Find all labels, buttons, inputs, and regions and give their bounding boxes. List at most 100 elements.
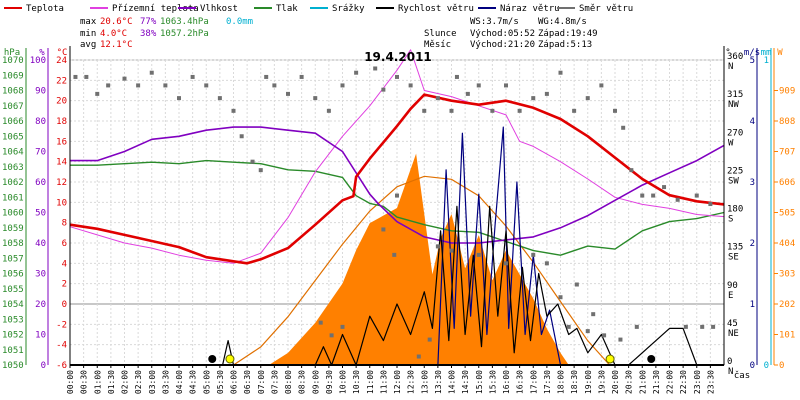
- x-tick-label: 04:00: [175, 370, 184, 394]
- hpa-tick-label: 1063: [2, 163, 24, 173]
- x-tick-label: 06:30: [243, 370, 252, 394]
- stat-avg-temp: 12.1°C: [100, 40, 133, 50]
- w-tick-label: 303: [779, 270, 795, 280]
- direction-cardinal-label: W: [728, 138, 734, 148]
- x-tick-label: 14:30: [461, 370, 470, 394]
- legend-label: Teplota: [26, 4, 64, 14]
- direction-axis-label: °: [725, 48, 730, 58]
- wind-direction-point: [531, 252, 536, 257]
- humidity-tick-label: 10: [35, 331, 46, 341]
- theoretical-radiation-line: [233, 175, 611, 366]
- temp-tick-label: 0: [62, 300, 67, 310]
- hpa-tick-label: 1062: [2, 178, 24, 188]
- hpa-axis-label: hPa: [4, 48, 20, 58]
- ms-tick-label: 4: [750, 117, 755, 127]
- wind-direction-point: [490, 108, 495, 113]
- moon-label: Měsíc: [424, 40, 451, 50]
- stat-min-label: min: [80, 29, 96, 39]
- temp-tick-label: 4: [62, 259, 67, 269]
- wind-direction-point: [629, 168, 634, 173]
- temp-tick-label: 10: [56, 198, 67, 208]
- wind-direction-point: [700, 324, 705, 329]
- x-tick-label: 15:00: [475, 370, 484, 394]
- wind-direction-point: [163, 83, 168, 88]
- hpa-tick-label: 1059: [2, 224, 24, 234]
- x-tick-label: 16:00: [502, 370, 511, 394]
- x-axis-label: čas: [734, 370, 750, 381]
- humidity-line: [70, 126, 725, 244]
- wind-direction-point: [544, 261, 549, 266]
- x-tick-label: 03:30: [161, 370, 170, 394]
- w-tick-label: 202: [779, 300, 795, 310]
- solar-radiation-layer: [233, 153, 611, 366]
- x-tick-label: 04:30: [189, 370, 198, 394]
- mm-axis-label: mm: [761, 48, 772, 58]
- legend-label: Srážky: [332, 4, 365, 14]
- x-tick-label: 00:00: [66, 370, 75, 394]
- temp-tick-label: 18: [56, 117, 67, 127]
- wind-direction-point: [435, 244, 440, 249]
- x-tick-label: 16:30: [516, 370, 525, 394]
- mm-tick-label: 1: [764, 56, 769, 66]
- direction-cardinal-label: N: [728, 367, 733, 377]
- wind-direction-point: [558, 295, 563, 300]
- axes: hPa% °C ° m/s mm W105010511052105310541055105…: [2, 46, 795, 394]
- x-tick-label: 07:30: [270, 370, 279, 394]
- sun-rise: Východ:05:52: [470, 29, 535, 39]
- wind-direction-point: [326, 108, 331, 113]
- temp-tick-label: 12: [56, 178, 67, 188]
- w-tick-label: 0: [779, 361, 784, 371]
- direction-tick-label: 180: [727, 205, 743, 215]
- wind-direction-point: [585, 329, 590, 334]
- direction-tick-label: 135: [727, 243, 743, 253]
- temperature-line: [69, 93, 725, 265]
- wind-direction-point: [258, 168, 263, 173]
- wind-direction-point: [531, 96, 536, 101]
- wind-direction-point: [675, 197, 680, 202]
- wind-direction-point: [190, 74, 195, 79]
- wind-direction-point: [340, 83, 345, 88]
- ms-tick-label: 2: [750, 239, 755, 249]
- x-tick-label: 01:30: [107, 370, 116, 394]
- x-tick-label: 18:00: [557, 370, 566, 394]
- hpa-tick-label: 1070: [2, 56, 24, 66]
- x-tick-label: 22:00: [666, 370, 675, 394]
- wind-direction-point: [204, 83, 209, 88]
- hpa-tick-label: 1054: [2, 300, 24, 310]
- sunset-icon: [605, 354, 615, 364]
- wind-direction-points: [73, 66, 716, 359]
- legend-label: Vlhkost: [200, 4, 238, 14]
- moon-set: Západ:5:13: [538, 40, 592, 50]
- legend-label: Náraz větru: [500, 4, 560, 14]
- stat-avg-label: avg: [80, 40, 96, 50]
- temp-tick-label: -6: [56, 361, 67, 371]
- w-tick-label: 505: [779, 209, 795, 219]
- humidity-tick-label: 20: [35, 300, 46, 310]
- stat-max-rain: 0.0mm: [226, 17, 253, 27]
- humidity-axis-label: %: [39, 48, 45, 58]
- stat-max-label: max: [80, 17, 97, 27]
- wind-direction-point: [566, 324, 571, 329]
- temp-axis-label: °C: [57, 48, 68, 58]
- x-tick-label: 19:00: [584, 370, 593, 394]
- wind-direction-point: [122, 76, 127, 81]
- wind-direction-point: [422, 108, 427, 113]
- direction-cardinal-label: NE: [728, 329, 739, 339]
- temp-tick-label: 8: [62, 219, 67, 229]
- direction-cardinal-label: S: [728, 215, 733, 225]
- x-tick-label: 17:30: [543, 370, 552, 394]
- x-tick-label: 23:00: [693, 370, 702, 394]
- wind-direction-point: [84, 74, 89, 79]
- direction-cardinal-label: E: [728, 291, 733, 301]
- x-tick-label: 08:30: [298, 370, 307, 394]
- x-tick-label: 13:00: [420, 370, 429, 394]
- wind-direction-point: [517, 108, 522, 113]
- x-tick-label: 21:30: [652, 370, 661, 394]
- wind-direction-point: [585, 96, 590, 101]
- w-tick-label: 606: [779, 178, 795, 188]
- wind-direction-point: [392, 252, 397, 257]
- direction-tick-label: 315: [727, 90, 743, 100]
- hpa-tick-label: 1058: [2, 239, 24, 249]
- wind-direction-point: [711, 324, 716, 329]
- direction-tick-label: 270: [727, 128, 743, 138]
